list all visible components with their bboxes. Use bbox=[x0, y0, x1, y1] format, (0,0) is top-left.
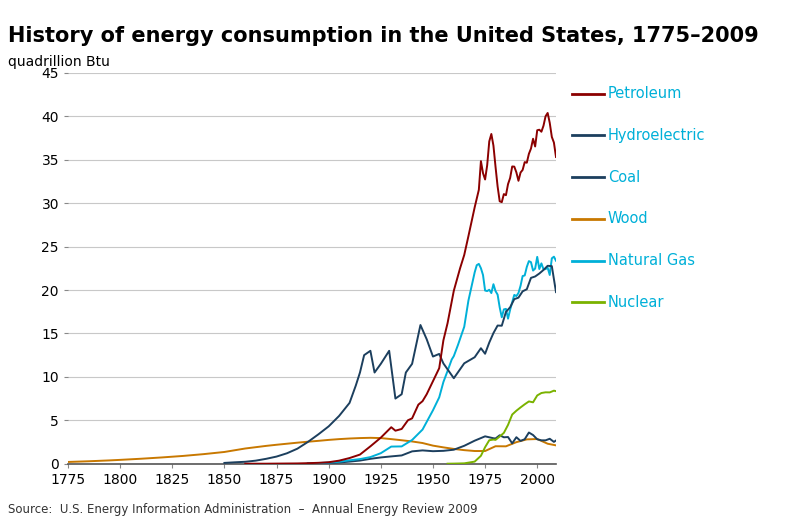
Text: Nuclear: Nuclear bbox=[608, 295, 665, 309]
Text: Wood: Wood bbox=[608, 212, 649, 226]
Text: Petroleum: Petroleum bbox=[608, 86, 682, 101]
Text: quadrillion Btu: quadrillion Btu bbox=[8, 55, 110, 69]
Text: Natural Gas: Natural Gas bbox=[608, 253, 695, 268]
Text: Coal: Coal bbox=[608, 170, 640, 184]
Text: History of energy consumption in the United States, 1775–2009: History of energy consumption in the Uni… bbox=[8, 26, 758, 46]
Text: Hydroelectric: Hydroelectric bbox=[608, 128, 706, 143]
Text: Source:  U.S. Energy Information Administration  –  Annual Energy Review 2009: Source: U.S. Energy Information Administ… bbox=[8, 503, 478, 516]
